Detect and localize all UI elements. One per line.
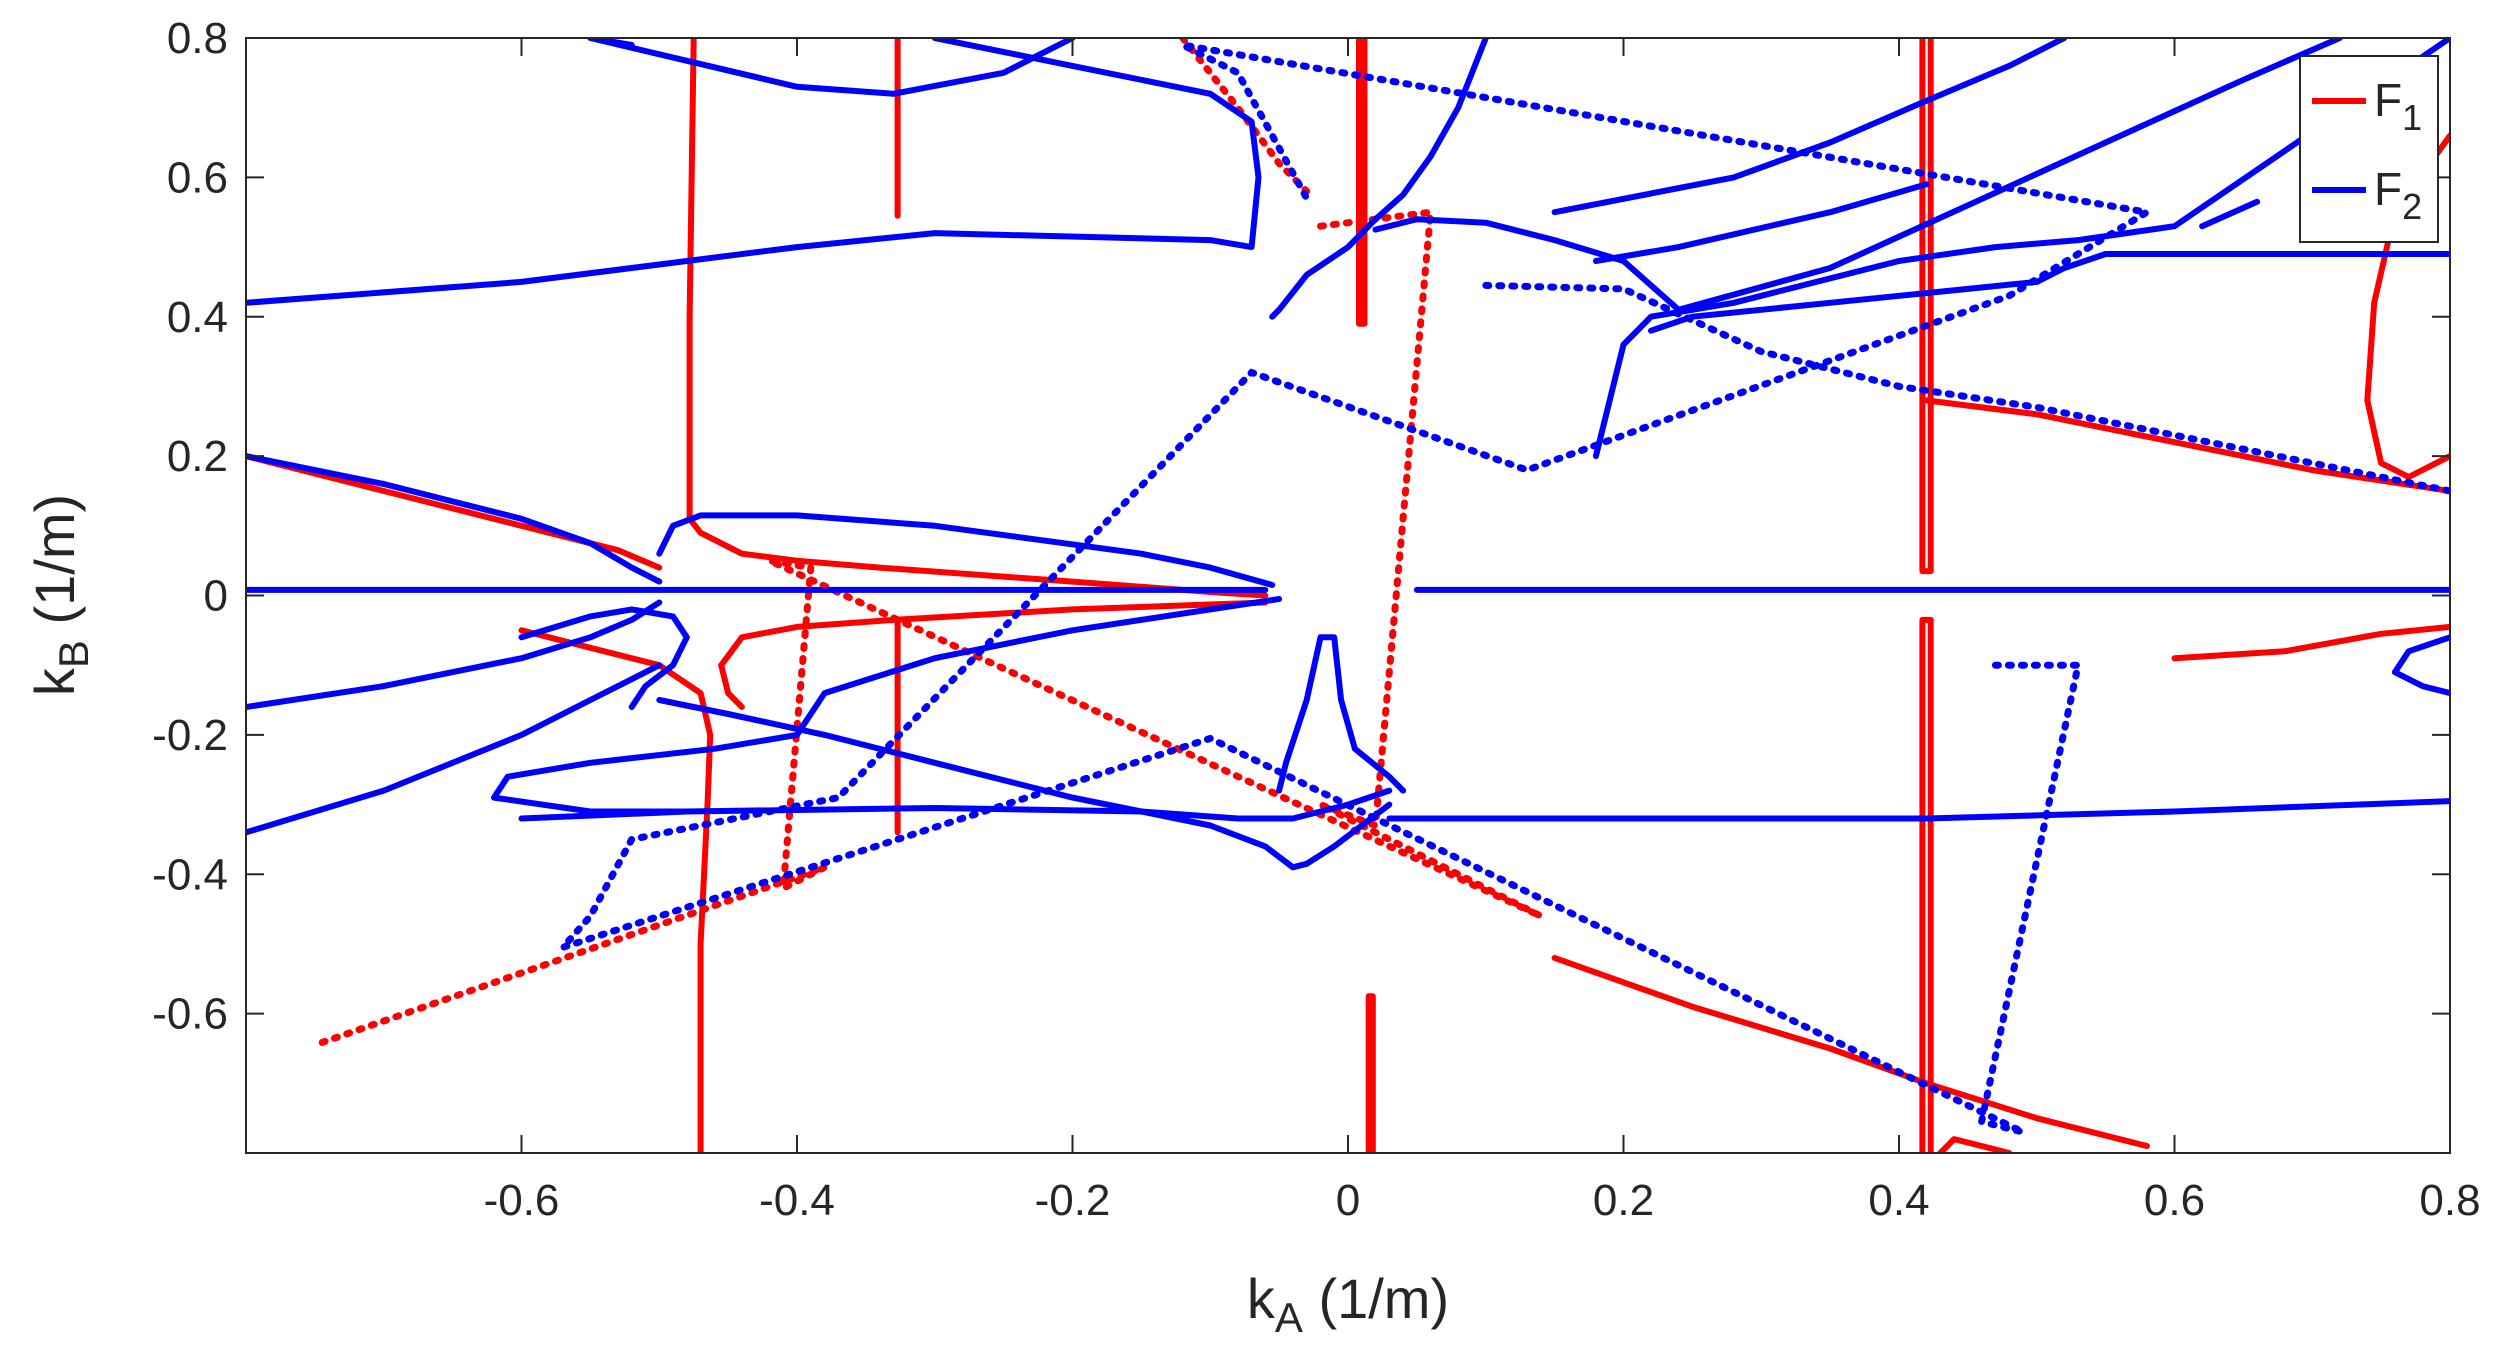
series-f2-curve-16	[1372, 216, 1682, 313]
x-tick-label-3: 0	[1336, 1176, 1360, 1225]
series-f2-curve-8	[518, 606, 690, 710]
series-f1-curve-3	[718, 599, 1269, 710]
series-f2-curve-19	[1675, 38, 2343, 313]
y-tick-label-1: -0.4	[152, 850, 228, 899]
legend: F1 F2	[2299, 55, 2439, 243]
y-tick-label-2: -0.2	[152, 711, 228, 760]
x-tick-label-1: -0.4	[759, 1176, 835, 1225]
series-f1-curve-2	[246, 453, 663, 571]
series-f2-curve-13	[491, 731, 800, 815]
legend-entry-f2-sub: 2	[2402, 186, 2422, 227]
series-f1-curve-4	[518, 627, 714, 1153]
series-layer	[246, 38, 2450, 1153]
series-f2-curve-20	[1551, 38, 2068, 216]
series-f2-curve-24	[656, 697, 1214, 829]
series-f2-curve-6	[794, 596, 1283, 738]
y-tick-label-3: 0	[204, 572, 228, 621]
series-f1-curve-15	[1923, 397, 2450, 494]
x-tick-label-4: 0.2	[1593, 1176, 1654, 1225]
x-axis-label-sub: A	[1275, 1294, 1303, 1341]
series-f1-curve-7	[1356, 38, 1368, 327]
legend-entry-f1-name: F	[2374, 74, 2402, 126]
series-f2-curve-12	[1386, 798, 2450, 822]
legend-entry-f1-sub: 1	[2402, 97, 2422, 138]
y-tick-label-7: 0.8	[167, 14, 228, 63]
series-f2-curve-15	[1269, 38, 1489, 320]
legend-entry-f2-name: F	[2374, 163, 2402, 215]
series-f2-curve-10	[587, 38, 635, 48]
series-f2-curve-3	[587, 38, 1076, 97]
y-tick-label-4: 0.2	[167, 432, 228, 481]
series-f1-curve-10	[1919, 616, 1934, 1153]
legend-entry-f1: F1	[2374, 74, 2422, 138]
series-f2-curve-11	[518, 787, 1393, 822]
y-tick-label-0: -0.6	[152, 990, 228, 1039]
series-f1-curve-13	[1551, 954, 2150, 1149]
x-axis-label-unit: (1/m)	[1303, 1267, 1449, 1330]
series-f2-curve-2	[246, 38, 1262, 306]
legend-entry-f2: F2	[2374, 163, 2422, 227]
series-f2-curve-14	[1207, 801, 1393, 871]
x-tick-label-0: -0.6	[484, 1176, 560, 1225]
y-axis: -0.6 -0.4 -0.2 0 0.2 0.4 0.6 0.8	[152, 14, 2450, 1039]
x-tick-label-2: -0.2	[1035, 1176, 1111, 1225]
series-f1-curve-17	[311, 208, 1543, 1049]
series-f1-curve-8	[1365, 993, 1376, 1153]
x-tick-label-7: 0.8	[2419, 1176, 2480, 1225]
y-axis-label-sub: B	[50, 640, 97, 668]
y-axis-label: kB (1/m)	[23, 494, 97, 696]
x-axis: -0.6 -0.4 -0.2 0 0.2 0.4 0.6 0.8	[484, 38, 2481, 1225]
y-tick-label-6: 0.6	[167, 153, 228, 202]
series-f1-curve-9	[1919, 38, 1934, 575]
legend-box	[2299, 55, 2439, 243]
series-f2-curve-27	[551, 41, 2157, 1136]
series-f1-curve-16	[1179, 38, 1311, 195]
series-f1-curve-14	[2171, 623, 2450, 662]
y-axis-label-unit: (1/m)	[23, 494, 86, 640]
x-axis-label: kA (1/m)	[1247, 1267, 1449, 1341]
series-f2-curve-25	[246, 453, 663, 585]
series-f2-curve-5	[246, 599, 663, 710]
y-axis-label-main: k	[23, 667, 86, 696]
series-f2-curve-4	[656, 512, 1276, 588]
series-f1-curve-11	[1937, 1136, 2013, 1153]
series-f2-curve-23	[2199, 198, 2261, 230]
series-f2-curve-9	[1276, 634, 1407, 794]
y-tick-label-5: 0.4	[167, 293, 228, 342]
x-tick-label-6: 0.6	[2144, 1176, 2205, 1225]
plot-area	[246, 38, 2450, 1153]
series-f2	[246, 38, 2450, 1136]
x-axis-label-main: k	[1247, 1267, 1276, 1330]
series-f2-curve-7	[246, 662, 663, 836]
series-f2-curve-21	[1592, 181, 1930, 264]
x-tick-label-5: 0.4	[1868, 1176, 1929, 1225]
series-f1-curve-0	[686, 38, 697, 522]
series-f2-curve-22	[2391, 634, 2450, 697]
